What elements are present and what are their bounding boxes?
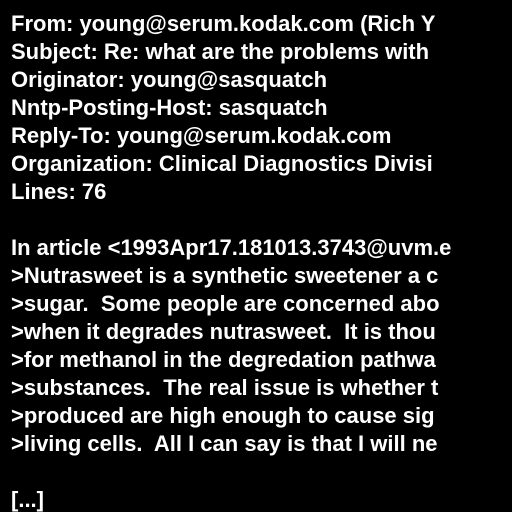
- header-lines: Lines: 76: [11, 179, 107, 204]
- article-attribution: In article <1993Apr17.181013.3743@uvm.e: [11, 235, 452, 260]
- quoted-line: >Nutrasweet is a synthetic sweetener a c: [11, 263, 439, 288]
- quoted-line: >living cells. All I can say is that I w…: [11, 431, 438, 456]
- blank-line: [11, 458, 512, 486]
- quoted-line: >sugar. Some people are concerned abo: [11, 291, 440, 316]
- header-from: From: young@serum.kodak.com (Rich Y: [11, 11, 436, 36]
- header-organization: Organization: Clinical Diagnostics Divis…: [11, 151, 433, 176]
- header-nntp-posting-host: Nntp-Posting-Host: sasquatch: [11, 95, 328, 120]
- blank-line: [11, 206, 512, 234]
- quoted-line: >produced are high enough to cause sig: [11, 403, 435, 428]
- header-subject: Subject: Re: what are the problems with: [11, 39, 430, 64]
- truncation-ellipsis: [...]: [11, 487, 44, 512]
- header-originator: Originator: young@sasquatch: [11, 67, 328, 92]
- quoted-line: >substances. The real issue is whether t: [11, 375, 439, 400]
- quoted-line: >when it degrades nutrasweet. It is thou: [11, 319, 436, 344]
- header-reply-to: Reply-To: young@serum.kodak.com: [11, 123, 392, 148]
- quoted-line: >for methanol in the degredation pathwa: [11, 347, 436, 372]
